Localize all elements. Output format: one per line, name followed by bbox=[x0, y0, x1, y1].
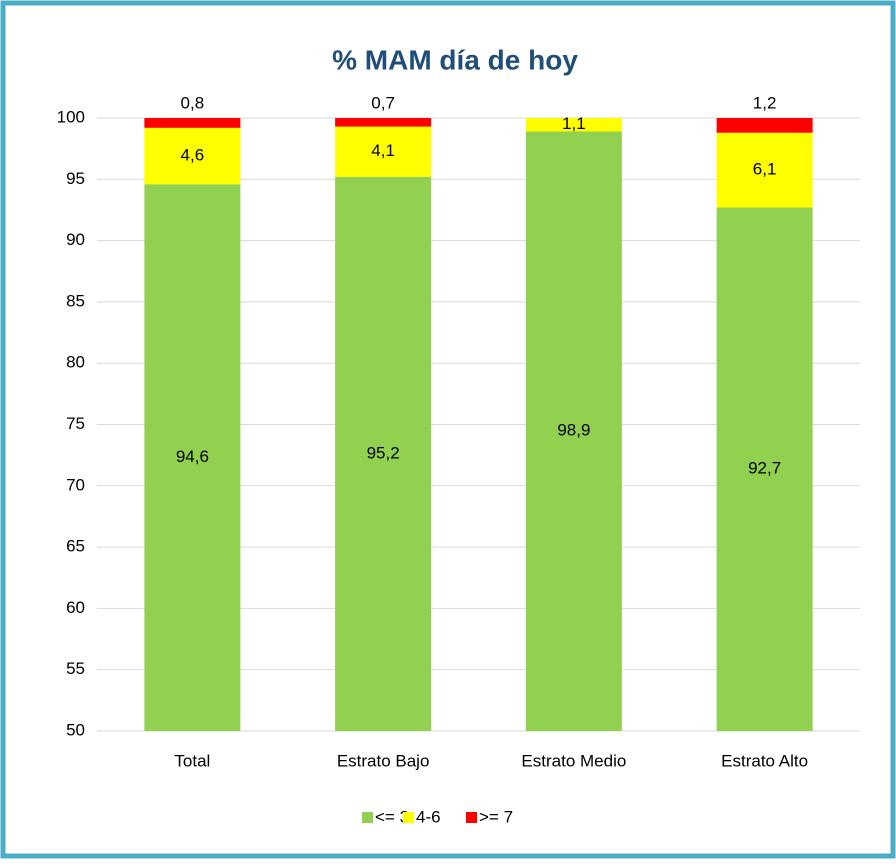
data-label: 0,8 bbox=[181, 93, 205, 112]
data-label: 1,1 bbox=[562, 114, 586, 133]
bar-segment bbox=[716, 207, 813, 732]
bar-segment bbox=[144, 118, 241, 128]
x-tick-label: Estrato Alto bbox=[721, 751, 808, 770]
data-label: 98,9 bbox=[557, 421, 590, 440]
data-label: 94,6 bbox=[176, 447, 209, 466]
legend-label: <= 3 bbox=[375, 807, 409, 826]
data-label: 0,7 bbox=[371, 93, 395, 112]
bar-segment bbox=[716, 132, 813, 208]
data-label: 6,1 bbox=[753, 160, 777, 179]
x-tick-label: Estrato Bajo bbox=[337, 751, 430, 770]
y-tick-label: 50 bbox=[66, 720, 85, 739]
bar-segment bbox=[716, 118, 813, 133]
x-tick-label: Total bbox=[174, 751, 210, 770]
legend-swatch bbox=[466, 812, 477, 823]
y-tick-label: 75 bbox=[66, 414, 85, 433]
data-label: 4,1 bbox=[371, 141, 395, 160]
legend-swatch bbox=[403, 812, 414, 823]
bar-segment bbox=[335, 126, 432, 177]
bar-segment bbox=[335, 176, 432, 731]
bar-segment bbox=[525, 118, 622, 132]
bar-segment bbox=[525, 131, 622, 732]
y-tick-label: 80 bbox=[66, 353, 85, 372]
chart-title: % MAM día de hoy bbox=[332, 44, 578, 75]
y-tick-label: 100 bbox=[57, 107, 85, 126]
bar-segment bbox=[144, 184, 241, 732]
legend-swatch bbox=[362, 812, 373, 823]
y-tick-label: 70 bbox=[66, 475, 85, 494]
data-label: 4,6 bbox=[181, 145, 205, 164]
y-tick-label: 65 bbox=[66, 537, 85, 556]
y-tick-label: 55 bbox=[66, 659, 85, 678]
legend-label: 4-6 bbox=[416, 807, 441, 826]
bar-segment bbox=[144, 127, 241, 185]
data-label: 92,7 bbox=[748, 459, 781, 478]
bar-segment bbox=[335, 118, 432, 127]
data-label: 95,2 bbox=[367, 443, 400, 462]
y-tick-label: 85 bbox=[66, 291, 85, 310]
x-tick-label: Estrato Medio bbox=[521, 751, 626, 770]
y-tick-label: 95 bbox=[66, 169, 85, 188]
y-tick-label: 90 bbox=[66, 230, 85, 249]
y-tick-label: 60 bbox=[66, 598, 85, 617]
legend-label: >= 7 bbox=[479, 807, 513, 826]
data-label: 1,2 bbox=[753, 93, 777, 112]
